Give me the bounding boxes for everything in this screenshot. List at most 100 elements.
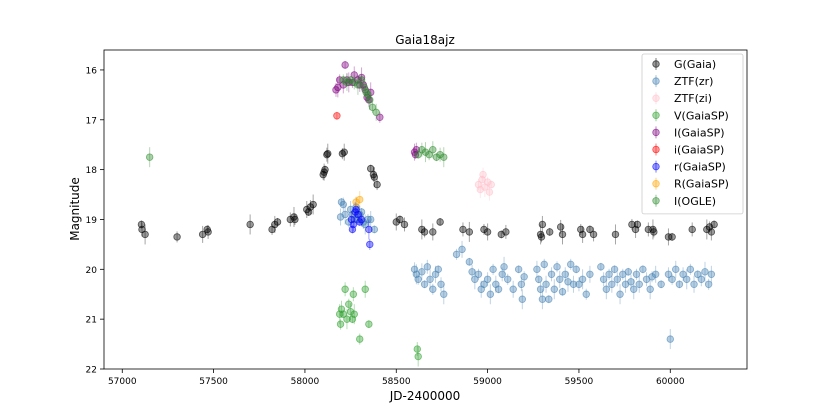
- data-point: [483, 228, 492, 236]
- data-point: [556, 223, 565, 231]
- x-tick-label: 60000: [656, 377, 685, 387]
- data-point: [341, 210, 349, 219]
- data-point: [537, 233, 546, 241]
- x-tick-label: 57000: [108, 377, 137, 387]
- data-point: [141, 230, 149, 239]
- y-tick-label: 16: [86, 66, 98, 76]
- legend-box: [641, 53, 744, 215]
- data-point: [429, 285, 437, 293]
- data-point: [357, 76, 366, 84]
- data-point: [704, 280, 713, 288]
- x-axis-label: JD-2400000: [389, 389, 461, 403]
- data-point: [396, 215, 404, 224]
- x-tick-label: 58000: [291, 377, 320, 387]
- data-point: [373, 180, 381, 189]
- series-5: [333, 111, 341, 120]
- data-point: [370, 173, 379, 181]
- data-point: [474, 270, 483, 278]
- data-point: [668, 233, 676, 241]
- data-point: [321, 165, 329, 174]
- data-point: [339, 76, 347, 84]
- data-point: [589, 230, 598, 239]
- data-point: [458, 245, 466, 254]
- data-point: [485, 188, 494, 196]
- data-point: [145, 153, 154, 161]
- data-point: [440, 153, 448, 161]
- data-point: [368, 103, 377, 112]
- data-point: [628, 220, 636, 229]
- legend-marker: [652, 111, 660, 119]
- data-point: [291, 215, 299, 224]
- legend-marker: [652, 77, 660, 85]
- data-point: [550, 285, 558, 293]
- data-point: [366, 215, 375, 224]
- data-point: [429, 145, 437, 154]
- data-point: [627, 278, 635, 286]
- data-point: [357, 215, 366, 224]
- data-point: [366, 164, 375, 173]
- data-point: [686, 265, 695, 274]
- data-point: [339, 200, 347, 209]
- y-tick-label: 22: [86, 366, 97, 376]
- data-point: [575, 280, 583, 288]
- data-point: [509, 285, 517, 293]
- data-point: [354, 81, 362, 89]
- data-point: [672, 265, 680, 274]
- data-point: [558, 288, 567, 296]
- data-point: [648, 273, 656, 281]
- data-point: [586, 270, 594, 278]
- data-point: [339, 310, 347, 318]
- data-point: [271, 220, 279, 229]
- data-point: [546, 228, 554, 236]
- series-0: [137, 143, 718, 246]
- data-point: [558, 230, 567, 239]
- data-point: [624, 268, 632, 276]
- data-point: [690, 280, 698, 288]
- data-point: [423, 263, 432, 271]
- y-tick-label: 20: [86, 266, 98, 276]
- data-point: [683, 275, 691, 283]
- y-tick-label: 19: [86, 216, 98, 226]
- data-point: [357, 73, 366, 82]
- data-point: [414, 150, 422, 159]
- data-point: [518, 295, 527, 303]
- data-point: [633, 220, 642, 229]
- data-point: [246, 220, 254, 229]
- data-point: [500, 263, 508, 271]
- data-point: [418, 145, 426, 154]
- legend-label: r(GaiaSP): [674, 161, 726, 174]
- series-6: [347, 201, 374, 250]
- data-point: [502, 228, 510, 236]
- data-point: [418, 268, 426, 276]
- data-point: [376, 113, 384, 121]
- data-point: [420, 228, 429, 236]
- data-point: [350, 78, 358, 87]
- x-tick-label: 59500: [565, 377, 594, 387]
- data-point: [688, 225, 696, 234]
- x-tick-label: 59000: [473, 377, 502, 387]
- data-point: [349, 290, 358, 298]
- data-point: [465, 228, 474, 236]
- data-point: [646, 285, 654, 293]
- data-point: [517, 280, 526, 288]
- data-point: [365, 320, 373, 328]
- data-point: [635, 280, 643, 288]
- data-point: [392, 218, 400, 226]
- data-point: [350, 310, 358, 318]
- data-point: [173, 233, 181, 241]
- data-point: [414, 275, 422, 283]
- data-point: [542, 280, 550, 288]
- data-point: [480, 225, 488, 234]
- data-point: [425, 150, 433, 159]
- data-point: [533, 265, 541, 274]
- data-point: [701, 268, 709, 276]
- data-point: [400, 220, 409, 229]
- data-point: [561, 270, 569, 278]
- ticks-layer: 57000 57500 58000 58500 59000 59500 60000 16 17 1…: [86, 66, 685, 387]
- y-axis-label: Magnitude: [68, 177, 82, 241]
- legend-label: I(OGLE): [674, 195, 716, 208]
- series-8: [145, 73, 448, 168]
- data-point: [365, 225, 373, 234]
- data-point: [657, 280, 665, 288]
